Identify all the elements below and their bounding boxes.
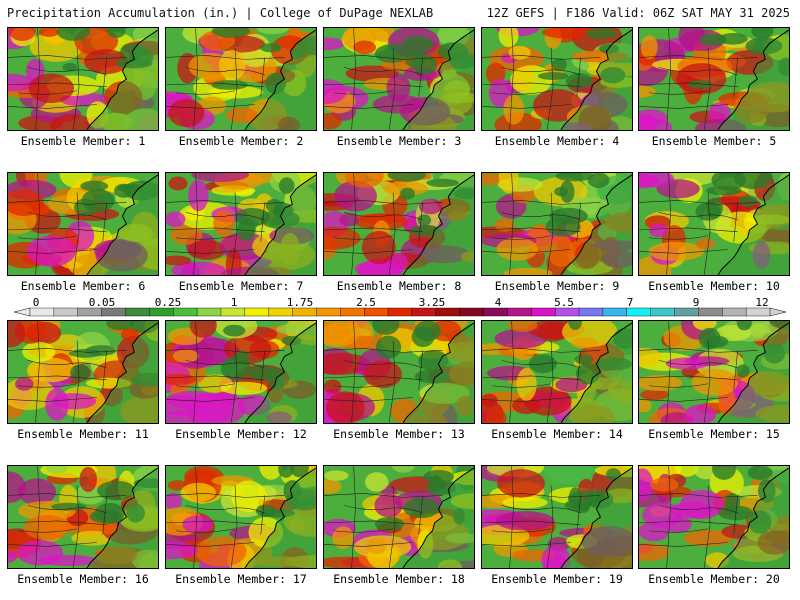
colorbar-swatch [483, 307, 508, 317]
colorbar-tick-label: 4 [494, 296, 502, 309]
colorbar-bar [13, 307, 787, 317]
ensemble-member-label: Ensemble Member: 10 [648, 279, 780, 293]
colorbar-swatch [363, 307, 389, 317]
colorbar-tick-label: 2.5 [356, 296, 376, 309]
colorbar-swatch [602, 307, 628, 317]
colorbar-swatch [173, 307, 198, 317]
colorbar-swatch [722, 307, 747, 317]
colorbar-tick-label: 1 [230, 296, 238, 309]
colorbar-swatch [268, 307, 294, 317]
colorbar-swatch [411, 307, 437, 317]
ensemble-map-panel [481, 172, 633, 276]
ensemble-member-label: Ensemble Member: 11 [17, 427, 149, 441]
colorbar-swatch [507, 307, 532, 317]
ensemble-map-panel [7, 465, 159, 569]
colorbar-tick-label: 5.5 [554, 296, 574, 309]
colorbar-swatch [650, 307, 676, 317]
ensemble-member-label: Ensemble Member: 16 [17, 572, 149, 586]
ensemble-member-label: Ensemble Member: 15 [648, 427, 780, 441]
colorbar-swatch [101, 307, 126, 317]
ensemble-member-label: Ensemble Member: 7 [178, 279, 304, 293]
colorbar-tick-label: 12 [755, 296, 769, 309]
ensemble-member-label: Ensemble Member: 9 [494, 279, 620, 293]
ensemble-member-label: Ensemble Member: 18 [333, 572, 465, 586]
ensemble-map-panel [638, 320, 790, 424]
colorbar-tick-label: 1.75 [286, 296, 314, 309]
colorbar-swatch [244, 307, 270, 317]
colorbar-swatch [77, 307, 103, 317]
ensemble-map-panel [323, 172, 475, 276]
colorbar-swatch [53, 307, 79, 317]
colorbar-swatch [435, 307, 461, 317]
colorbar-swatch [745, 307, 771, 317]
ensemble-map-panel [323, 320, 475, 424]
colorbar-swatch [316, 307, 341, 317]
ensemble-member-label: Ensemble Member: 20 [648, 572, 780, 586]
ensemble-member-label: Ensemble Member: 1 [20, 134, 146, 148]
ensemble-map-panel [323, 27, 475, 131]
colorbar-tick-label: 9 [692, 296, 700, 309]
ensemble-member-label: Ensemble Member: 8 [336, 279, 462, 293]
ensemble-map-panel [638, 27, 790, 131]
map-title: Precipitation Accumulation (in.) | Colle… [7, 6, 434, 20]
colorbar-swatch [149, 307, 174, 317]
ensemble-map-panel [7, 27, 159, 131]
colorbar-swatch [196, 307, 222, 317]
colorbar-tick-label: 7 [626, 296, 634, 309]
colorbar-tick-label: 0.25 [154, 296, 182, 309]
ensemble-map-panel [165, 465, 317, 569]
ensemble-map-panel [165, 27, 317, 131]
precip-colorbar: 0 0.05 0.25 1 1.75 2.5 3.25 4 5.5 7 9 12 [0, 296, 800, 318]
colorbar-swatch [698, 307, 723, 317]
colorbar-swatch [125, 307, 150, 317]
colorbar-swatch [531, 307, 556, 317]
ensemble-map-panel [323, 465, 475, 569]
ensemble-map-panel [165, 320, 317, 424]
ensemble-map-panel [481, 465, 633, 569]
ensemble-member-label: Ensemble Member: 13 [333, 427, 465, 441]
ensemble-member-label: Ensemble Member: 5 [651, 134, 777, 148]
ensemble-member-label: Ensemble Member: 6 [20, 279, 146, 293]
ensemble-member-label: Ensemble Member: 4 [494, 134, 620, 148]
ensemble-map-panel [7, 172, 159, 276]
header-bar: Precipitation Accumulation (in.) | Colle… [0, 0, 800, 22]
ensemble-member-label: Ensemble Member: 19 [491, 572, 623, 586]
ensemble-member-label: Ensemble Member: 14 [491, 427, 623, 441]
ensemble-member-label: Ensemble Member: 17 [175, 572, 307, 586]
ensemble-map-panel [165, 172, 317, 276]
ensemble-member-label: Ensemble Member: 3 [336, 134, 462, 148]
colorbar-swatch [340, 307, 365, 317]
ensemble-map-panel [638, 465, 790, 569]
ensemble-member-label: Ensemble Member: 2 [178, 134, 304, 148]
colorbar-swatch [578, 307, 604, 317]
run-info: 12Z GEFS | F186 Valid: 06Z SAT MAY 31 20… [486, 6, 790, 20]
ensemble-map-panel [481, 27, 633, 131]
ensemble-map-panel [638, 172, 790, 276]
colorbar-swatch [220, 307, 246, 317]
colorbar-tick-label: 3.25 [418, 296, 446, 309]
colorbar-swatch [387, 307, 413, 317]
ensemble-map-panel [481, 320, 633, 424]
ensemble-member-label: Ensemble Member: 12 [175, 427, 307, 441]
ensemble-map-panel [7, 320, 159, 424]
colorbar-right-arrow [769, 307, 787, 317]
colorbar-swatch [674, 307, 699, 317]
colorbar-tick-label: 0 [32, 296, 40, 309]
colorbar-left-arrow [13, 307, 31, 317]
colorbar-swatch [459, 307, 485, 317]
colorbar-tick-label: 0.05 [88, 296, 116, 309]
colorbar-swatch [554, 307, 580, 317]
colorbar-swatch [292, 307, 317, 317]
colorbar-swatch [626, 307, 652, 317]
colorbar-swatch [29, 307, 55, 317]
